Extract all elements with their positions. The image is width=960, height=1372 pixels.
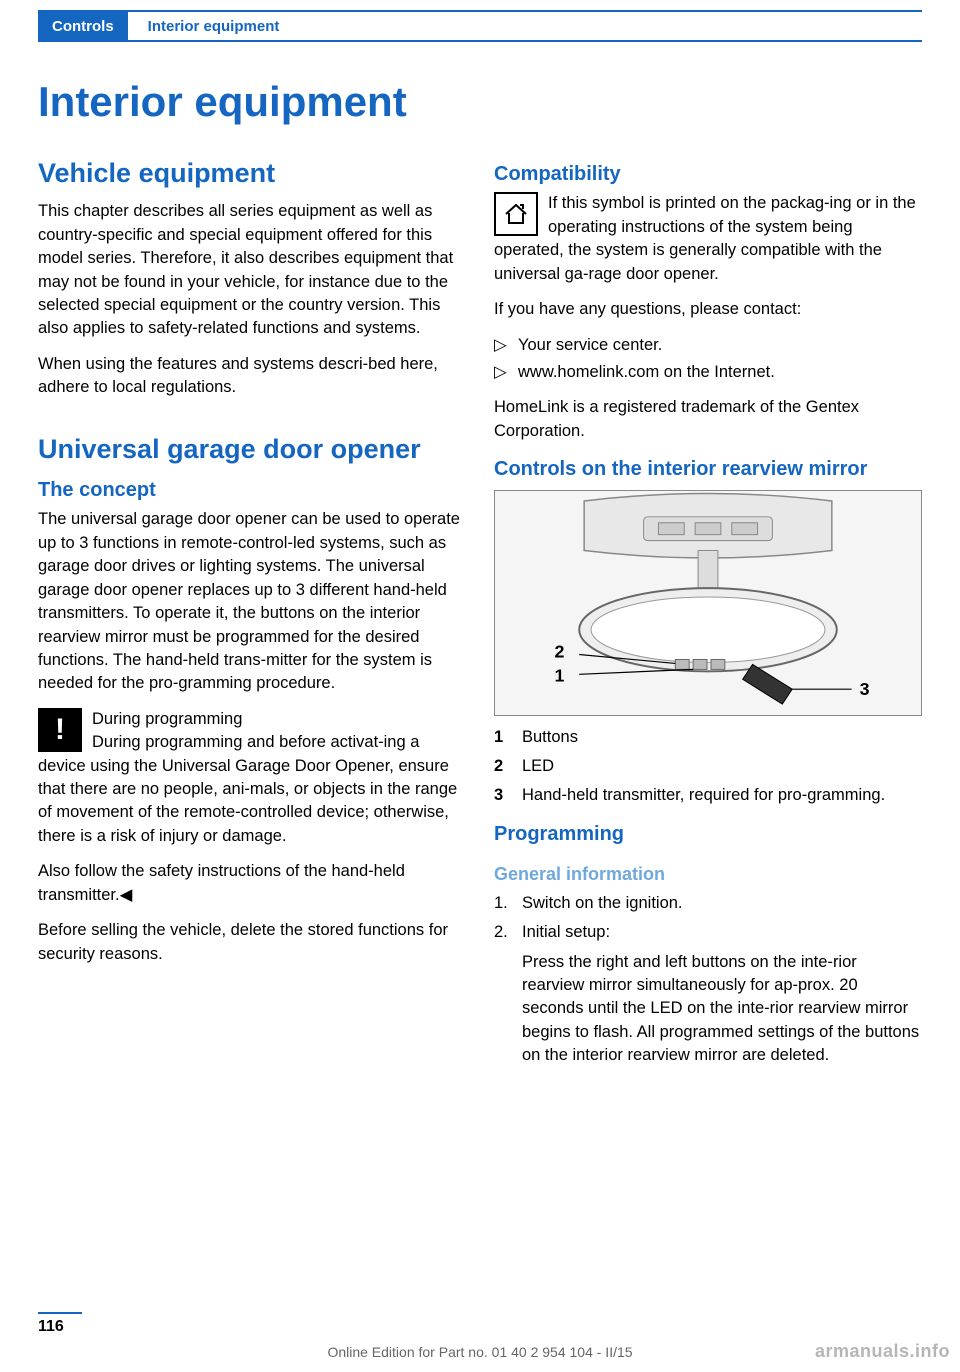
svg-text:2: 2 xyxy=(554,641,564,661)
subheading-compatibility: Compatibility xyxy=(494,160,922,188)
subheading-programming: Programming xyxy=(494,820,922,848)
header-bar: Controls Interior equipment xyxy=(38,10,922,42)
legend-text: Hand-held transmitter, required for pro‐… xyxy=(522,784,922,807)
step-text: Initial setup: xyxy=(522,921,922,944)
svg-text:1: 1 xyxy=(554,665,564,685)
contact-list: ▷ Your service center. ▷ www.homelink.co… xyxy=(494,334,922,385)
legend-item: 1 Buttons xyxy=(494,726,922,749)
para: The universal garage door opener can be … xyxy=(38,508,466,695)
triangle-bullet-icon: ▷ xyxy=(494,361,518,384)
heading-vehicle-equipment: Vehicle equipment xyxy=(38,154,466,192)
list-item: ▷ Your service center. xyxy=(494,334,922,357)
list-item-text: www.homelink.com on the Internet. xyxy=(518,361,775,384)
legend-list: 1 Buttons 2 LED 3 Hand-held transmitter,… xyxy=(494,726,922,808)
list-item: ▷ www.homelink.com on the Internet. xyxy=(494,361,922,384)
para: If you have any questions, please contac… xyxy=(494,298,922,321)
mirror-svg: 2 1 3 xyxy=(495,491,921,715)
compatibility-block: If this symbol is printed on the packag‐… xyxy=(494,192,922,286)
para: Before selling the vehicle, delete the s… xyxy=(38,919,466,966)
para: When using the features and systems desc… xyxy=(38,353,466,400)
para: This chapter describes all series equipm… xyxy=(38,200,466,341)
header-section-label: Interior equipment xyxy=(148,18,280,35)
left-column: Vehicle equipment This chapter describes… xyxy=(38,154,466,1080)
para: Also follow the safety instructions of t… xyxy=(38,860,466,907)
para: HomeLink is a registered trademark of th… xyxy=(494,396,922,443)
heading-universal-garage: Universal garage door opener xyxy=(38,430,466,468)
legend-num: 3 xyxy=(494,784,522,807)
watermark: armanuals.info xyxy=(815,1341,950,1362)
step-num: 2. xyxy=(494,921,522,944)
step-item: 2. Initial setup: xyxy=(494,921,922,944)
mirror-illustration: 2 1 3 xyxy=(494,490,922,716)
legend-item: 3 Hand-held transmitter, required for pr… xyxy=(494,784,922,807)
subheading-general-info: General information xyxy=(494,862,922,888)
step-body: Press the right and left buttons on the … xyxy=(522,951,922,1068)
svg-text:3: 3 xyxy=(860,679,870,699)
subheading-the-concept: The concept xyxy=(38,476,466,504)
house-icon xyxy=(494,192,538,236)
page-number: 116 xyxy=(38,1312,82,1336)
legend-num: 1 xyxy=(494,726,522,749)
list-item-text: Your service center. xyxy=(518,334,662,357)
house-svg xyxy=(502,200,530,228)
compatibility-body: If this symbol is printed on the packag‐… xyxy=(494,194,916,282)
legend-text: LED xyxy=(522,755,922,778)
legend-item: 2 LED xyxy=(494,755,922,778)
warning-icon: ! xyxy=(38,708,82,752)
header-tab-controls: Controls xyxy=(38,12,128,40)
steps-list: 1. Switch on the ignition. 2. Initial se… xyxy=(494,892,922,1068)
page-title: Interior equipment xyxy=(38,78,922,126)
step-num: 1. xyxy=(494,892,522,915)
right-column: Compatibility If this symbol is printed … xyxy=(494,154,922,1080)
content-columns: Vehicle equipment This chapter describes… xyxy=(38,154,922,1080)
subheading-controls-mirror: Controls on the interior rearview mirror xyxy=(494,455,922,483)
warning-title: During programming xyxy=(92,710,242,728)
triangle-bullet-icon: ▷ xyxy=(494,334,518,357)
warning-block: ! During programming During programming … xyxy=(38,708,466,849)
legend-text: Buttons xyxy=(522,726,922,749)
step-text: Switch on the ignition. xyxy=(522,892,922,915)
step-item: 1. Switch on the ignition. xyxy=(494,892,922,915)
legend-num: 2 xyxy=(494,755,522,778)
warning-body: During programming and before activat‐in… xyxy=(38,733,457,845)
